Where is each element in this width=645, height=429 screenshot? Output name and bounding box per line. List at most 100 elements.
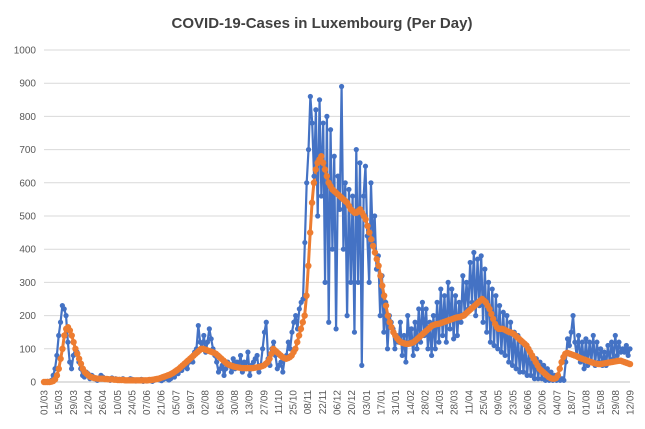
data-point: [285, 339, 291, 345]
data-point: [572, 339, 578, 345]
data-point: [605, 342, 611, 349]
data-point: [504, 313, 510, 319]
data-point: [581, 366, 587, 372]
x-tick-label: 06/06: [523, 390, 534, 415]
data-point: [228, 369, 234, 375]
x-tick-label: 30/08: [230, 390, 241, 415]
data-point: [403, 359, 409, 365]
data-point: [524, 372, 530, 378]
data-point: [245, 349, 251, 355]
data-point: [397, 319, 403, 325]
y-tick-label: 500: [19, 212, 36, 223]
data-point: [301, 312, 308, 319]
data-point: [570, 313, 576, 319]
x-tick-label: 14/03: [435, 390, 446, 415]
data-point: [307, 229, 314, 236]
data-point: [386, 319, 393, 326]
data-point: [324, 113, 330, 119]
x-tick-label: 20/06: [538, 390, 549, 415]
x-tick-label: 13/09: [245, 390, 256, 415]
data-point: [454, 332, 460, 339]
data-point: [473, 313, 479, 319]
data-point: [214, 359, 220, 365]
data-point: [441, 293, 448, 299]
data-point: [414, 346, 420, 352]
data-point: [564, 336, 571, 342]
data-point: [289, 329, 295, 335]
data-point: [307, 93, 313, 100]
data-point: [296, 306, 302, 312]
data-point: [263, 319, 269, 325]
data-point: [362, 163, 369, 169]
x-tick-label: 17/01: [376, 390, 387, 415]
data-point: [321, 166, 329, 173]
data-point: [303, 292, 310, 299]
data-point: [359, 362, 365, 368]
data-point: [463, 279, 470, 285]
data-point: [558, 358, 565, 366]
x-tick-label: 11/10: [274, 390, 285, 415]
x-tick-label: 28/03: [450, 390, 461, 415]
data-point: [381, 329, 387, 335]
data-point: [294, 338, 301, 346]
data-point: [195, 322, 201, 329]
data-point: [313, 107, 319, 113]
y-tick-label: 900: [19, 79, 36, 90]
data-point: [316, 97, 323, 103]
x-tick-label: 25/04: [479, 390, 490, 415]
data-point: [357, 160, 363, 166]
data-point: [322, 279, 328, 285]
data-point: [318, 193, 324, 199]
y-tick-label: 300: [19, 278, 36, 289]
data-point: [438, 286, 444, 292]
data-point: [541, 362, 547, 368]
data-point: [353, 147, 359, 153]
data-point: [493, 293, 499, 299]
data-point: [432, 346, 438, 352]
data-point: [350, 193, 356, 199]
y-axis-tick-labels: 0 100 200 300 400 500 600 700 800 900 1000: [14, 46, 37, 389]
data-point: [305, 262, 312, 269]
x-tick-label: 07/06: [142, 390, 153, 415]
data-point: [68, 332, 75, 339]
data-point: [59, 345, 66, 352]
data-point: [445, 279, 451, 285]
data-point: [496, 303, 503, 309]
x-tick-label: 29/03: [69, 390, 80, 415]
data-point: [278, 359, 284, 365]
data-point: [57, 319, 64, 325]
data-point: [63, 313, 69, 319]
data-point: [68, 366, 75, 372]
data-point: [627, 346, 633, 352]
data-point: [502, 352, 508, 359]
data-point: [609, 339, 615, 345]
y-tick-label: 600: [19, 178, 36, 189]
data-point: [65, 339, 71, 345]
data-point: [368, 180, 374, 186]
data-point: [401, 332, 407, 339]
data-point: [579, 339, 585, 345]
data-point: [382, 302, 390, 309]
data-point: [458, 319, 464, 325]
data-point: [377, 313, 383, 319]
x-tick-label: 03/01: [362, 390, 373, 415]
data-point: [531, 376, 538, 382]
data-point: [346, 186, 352, 193]
data-point: [434, 299, 440, 305]
data-point: [184, 366, 190, 372]
data-point: [623, 342, 629, 349]
data-point: [388, 324, 395, 331]
data-point: [55, 365, 62, 372]
data-point: [201, 332, 207, 339]
data-point: [373, 255, 380, 263]
data-point: [61, 306, 67, 312]
data-point: [495, 346, 501, 352]
data-point: [304, 180, 310, 186]
data-point: [508, 319, 514, 325]
data-point: [566, 342, 572, 349]
data-point: [329, 246, 336, 252]
data-point: [348, 279, 354, 285]
data-point: [436, 339, 442, 345]
data-point: [449, 286, 455, 292]
